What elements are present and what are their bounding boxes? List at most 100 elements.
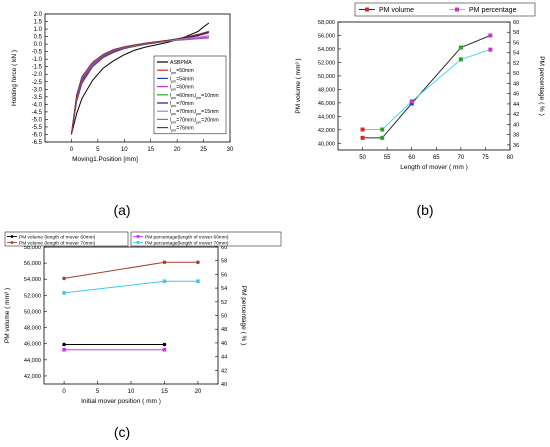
y-tick-label-c: 56,000 (24, 261, 41, 267)
x-tick-label-b: 55 (384, 155, 391, 161)
x-tick-label-c: 0 (62, 389, 66, 395)
data-point-b (458, 57, 463, 62)
legend-label-a: lpm=60mm (170, 85, 194, 92)
x-axis-label-a: Moving1.Position [mm] (72, 156, 138, 163)
series-line-c (64, 280, 198, 294)
data-point-c (162, 279, 167, 284)
y-tick-label-b: 48,000 (318, 87, 335, 93)
y-tick-label-a: -5.5 (32, 125, 43, 131)
y2-tick-label-b: 48 (513, 81, 519, 87)
x-tick-label-b: 80 (507, 155, 514, 161)
legend-marker-b (365, 7, 369, 12)
legend-label-a: lpm=70mm,lpm=20mm (170, 117, 219, 124)
data-point-c (196, 260, 200, 265)
x-tick-label-b: 50 (359, 155, 366, 161)
y2-tick-label-c: 42 (221, 368, 227, 374)
series-line-b (362, 35, 491, 139)
legend-label-a: lpm=76mm (170, 126, 194, 133)
legend-marker-b (455, 7, 459, 12)
x-axis-label-b: Length of mover ( mm ) (400, 164, 468, 171)
data-point-b (458, 45, 463, 50)
x-tick-label-c: 15 (161, 389, 168, 395)
y2-tick-label-b: 44 (513, 102, 519, 108)
y-tick-label-c: 42,000 (24, 374, 41, 380)
y2-tick-label-c: 58 (221, 259, 227, 265)
x-tick-label-c: 10 (128, 389, 135, 395)
y-tick-label-a: -4.0 (32, 102, 43, 108)
legend-marker-c (136, 235, 140, 238)
panel-label-b: (b) (416, 202, 433, 218)
y-tick-label-b: 42,000 (318, 128, 335, 134)
plot-frame-a (44, 13, 231, 143)
y2-axis-label-b: PM percentage ( % ) (538, 56, 545, 116)
x-tick-label-b: 70 (458, 155, 465, 161)
y-tick-label-b: 44,000 (318, 114, 335, 120)
panel-label-a: (a) (113, 202, 130, 218)
legend-label-a: lpm=70mm (170, 101, 194, 108)
legend-label-a: lpm=54mm (170, 76, 194, 83)
y2-tick-label-c: 40 (221, 382, 227, 388)
y2-tick-label-c: 56 (221, 272, 227, 278)
plot-frame-b (337, 21, 511, 151)
y-tick-label-a: -0.5 (32, 50, 43, 56)
legend-label-a: ASBPMA (170, 60, 192, 66)
y-axis-label-c: PM volume ( mm³ ) (4, 288, 11, 343)
y-tick-label-b: 50,000 (318, 74, 335, 80)
y-tick-label-c: 48,000 (24, 326, 41, 332)
x-tick-label-a: 25 (200, 147, 207, 153)
legend-marker-c (10, 235, 14, 238)
series-line-a (70, 22, 210, 135)
y2-tick-label-b: 54 (513, 51, 519, 57)
y-tick-label-b: 52,000 (318, 60, 335, 66)
x-tick-label-c: 20 (195, 389, 202, 395)
y-tick-label-c: 50,000 (24, 309, 41, 315)
y2-tick-label-c: 50 (221, 314, 227, 320)
data-point-c (196, 279, 200, 284)
y-tick-label-a: -6.0 (32, 132, 43, 138)
y-tick-label-a: 0.0 (34, 42, 43, 48)
y2-tick-label-b: 56 (513, 40, 519, 46)
y-axis-label-b: PM volume ( mm³ ) (295, 58, 302, 113)
legend-label-c: PM volume (length of mover 70mm) (19, 240, 96, 246)
x-tick-label-b: 65 (433, 155, 440, 161)
y-tick-label-a: -5.0 (32, 117, 43, 123)
data-point-c (62, 342, 66, 347)
data-point-c (162, 347, 167, 352)
x-tick-label-c: 5 (96, 389, 100, 395)
series-line-c (64, 261, 198, 279)
y2-tick-label-c: 54 (221, 286, 227, 292)
data-point-c (62, 347, 66, 352)
x-axis-label-c: Initial mover position ( mm ) (81, 398, 161, 405)
y-tick-label-a: -3.0 (32, 87, 43, 93)
y2-tick-label-c: 46 (221, 341, 227, 347)
y-axis-label-a: Holding force ( kN ) (11, 50, 18, 106)
y-tick-label-b: 56,000 (318, 33, 335, 39)
y2-tick-label-c: 60 (221, 245, 227, 251)
legend-box-b (354, 2, 536, 17)
y-tick-label-a: -2.5 (32, 80, 43, 86)
y-tick-label-b: 58,000 (318, 20, 335, 26)
legend-label-a: lpm=60mm,lpm=10mm (170, 93, 219, 100)
x-tick-label-a: 20 (174, 147, 181, 153)
y2-tick-label-b: 52 (513, 61, 519, 67)
legend-label-a: lpm=70mm,lpm=15mm (170, 109, 219, 116)
y2-tick-label-b: 46 (513, 92, 519, 98)
y-tick-label-a: -4.5 (32, 110, 43, 116)
y-tick-label-c: 58,000 (24, 245, 41, 251)
y2-tick-label-c: 52 (221, 300, 227, 306)
x-tick-label-a: 5 (96, 147, 100, 153)
y2-tick-label-b: 60 (513, 20, 519, 26)
y-tick-label-c: 52,000 (24, 293, 41, 299)
x-tick-label-a: 15 (147, 147, 154, 153)
data-point-c (162, 342, 167, 347)
y-tick-label-a: -1.5 (32, 65, 43, 71)
data-point-b (380, 127, 385, 132)
y2-tick-label-b: 58 (513, 30, 519, 36)
data-point-b (488, 47, 493, 52)
y-tick-label-c: 46,000 (24, 342, 41, 348)
x-tick-label-a: 10 (121, 147, 128, 153)
legend-label-c: PM volume (length of mover 60mm) (19, 234, 96, 240)
data-point-b (409, 101, 414, 106)
y-tick-label-a: -6.5 (32, 140, 43, 146)
